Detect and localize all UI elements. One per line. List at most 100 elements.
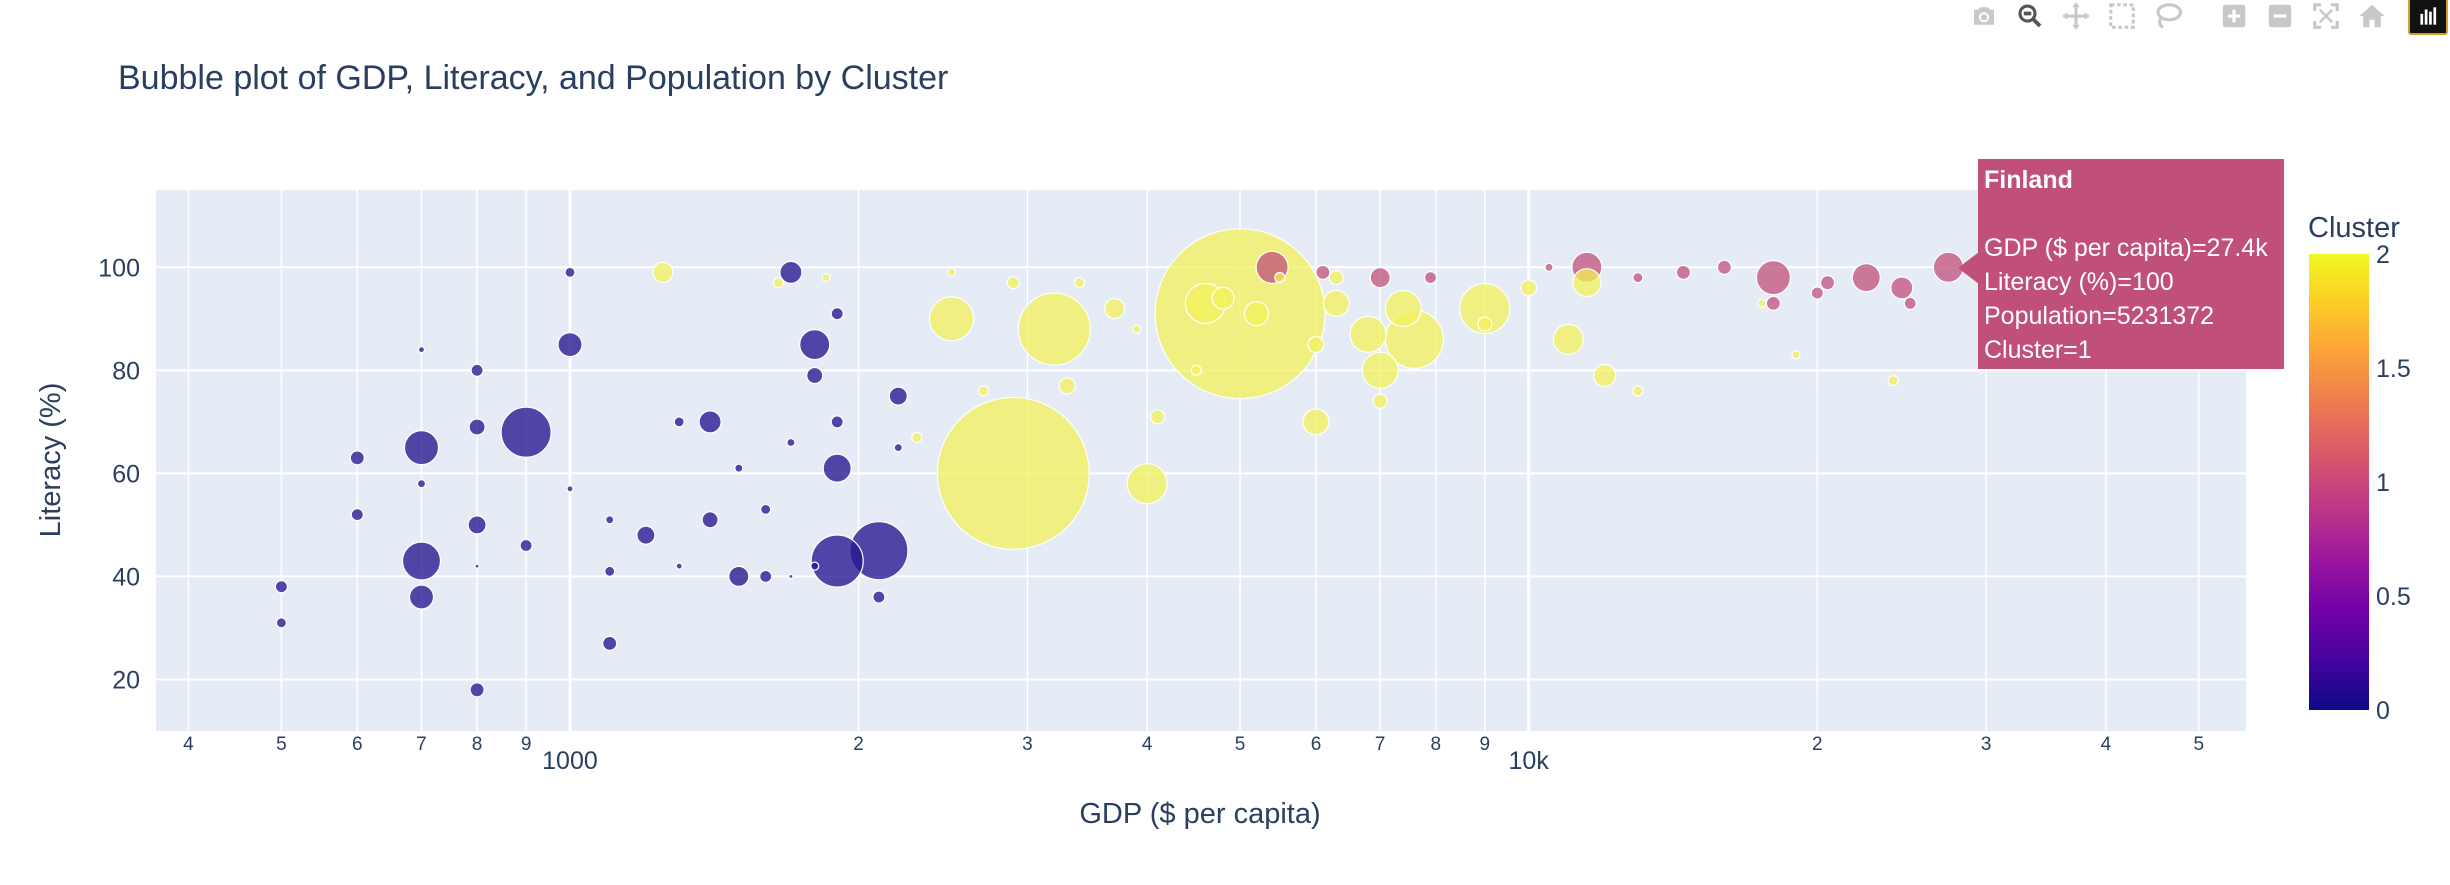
bubble-point[interactable]	[1384, 289, 1422, 328]
bubble-point[interactable]	[1211, 286, 1235, 310]
bubble-point[interactable]	[1890, 276, 1914, 300]
bubble-point[interactable]	[936, 396, 1090, 550]
bubble-point[interactable]	[1544, 262, 1554, 272]
bubble-point[interactable]	[1887, 375, 1899, 387]
bubble-point[interactable]	[1572, 268, 1602, 298]
bubble-point[interactable]	[734, 463, 744, 473]
zoom-in-icon[interactable]	[2214, 0, 2254, 32]
bubble-point[interactable]	[403, 430, 440, 466]
box-select-icon[interactable]	[2102, 0, 2142, 32]
bubble-point[interactable]	[350, 507, 364, 522]
bubble-point[interactable]	[830, 415, 844, 429]
bubble-point[interactable]	[1190, 364, 1202, 376]
bubble-point[interactable]	[759, 569, 773, 584]
bubble-point[interactable]	[1361, 351, 1399, 389]
bubble-point[interactable]	[1819, 275, 1836, 291]
bubble-point[interactable]	[772, 277, 785, 289]
bubble-point[interactable]	[893, 443, 903, 453]
bubble-point[interactable]	[786, 437, 796, 448]
bubble-point[interactable]	[1632, 272, 1644, 284]
camera-icon[interactable]	[1964, 0, 2004, 32]
bubble-point[interactable]	[557, 332, 583, 358]
bubble-point[interactable]	[977, 385, 990, 397]
bubble-point[interactable]	[1632, 385, 1644, 397]
bubble-point[interactable]	[408, 584, 435, 610]
bubble-point[interactable]	[1349, 315, 1387, 353]
bubble-point[interactable]	[779, 260, 803, 284]
zoom-out-icon[interactable]	[2260, 0, 2300, 32]
bubble-point[interactable]	[1520, 279, 1538, 297]
bubble-point[interactable]	[566, 485, 574, 493]
bubble-point[interactable]	[822, 453, 852, 483]
bubble-point[interactable]	[806, 366, 824, 385]
bubble-point[interactable]	[1058, 377, 1076, 395]
bubble-point[interactable]	[911, 431, 923, 443]
bubbles[interactable]	[274, 228, 1965, 698]
bubble-point[interactable]	[928, 296, 975, 342]
bubble-point[interactable]	[417, 346, 426, 354]
bubble-point[interactable]	[275, 617, 287, 629]
bubble-point[interactable]	[500, 406, 552, 458]
bubble-point[interactable]	[564, 266, 576, 278]
bubble-point[interactable]	[1006, 276, 1020, 290]
bubble-point[interactable]	[602, 635, 618, 652]
bubble-point[interactable]	[416, 479, 427, 489]
bubble-point[interactable]	[468, 418, 486, 436]
bubble-point[interactable]	[605, 515, 615, 525]
bubble-point[interactable]	[673, 416, 685, 428]
bubble-point[interactable]	[1791, 350, 1801, 360]
bubble-point[interactable]	[1328, 270, 1344, 286]
bubble-point[interactable]	[1104, 297, 1126, 320]
zoom-icon[interactable]	[2010, 0, 2050, 32]
bubble-point[interactable]	[1369, 267, 1391, 289]
bubble-point[interactable]	[1477, 316, 1493, 332]
bubble-point[interactable]	[888, 386, 908, 406]
bubble-point[interactable]	[1903, 296, 1917, 310]
pan-icon[interactable]	[2056, 0, 2096, 32]
bubble-point[interactable]	[1307, 336, 1325, 354]
bubble-point[interactable]	[274, 580, 288, 594]
bubble-point[interactable]	[830, 307, 844, 321]
bubble-point[interactable]	[675, 562, 683, 570]
bubble-point[interactable]	[401, 541, 442, 581]
autoscale-icon[interactable]	[2306, 0, 2346, 32]
bubble-point[interactable]	[760, 503, 772, 515]
bubble-point[interactable]	[701, 511, 719, 529]
bubble-point[interactable]	[698, 410, 722, 434]
bubble-point[interactable]	[1154, 228, 1326, 400]
bubble-point[interactable]	[1765, 295, 1782, 311]
bubble-point[interactable]	[810, 561, 820, 571]
bubble-point[interactable]	[1073, 277, 1086, 289]
bubble-point[interactable]	[1851, 263, 1881, 293]
bubble-point[interactable]	[1322, 289, 1350, 317]
bubble-point[interactable]	[1423, 271, 1438, 285]
bubble-point[interactable]	[1302, 408, 1330, 436]
bubble-point[interactable]	[1243, 301, 1270, 327]
bubble-point[interactable]	[1755, 260, 1792, 296]
home-icon[interactable]	[2352, 0, 2392, 32]
bubble-point[interactable]	[349, 450, 365, 466]
bubble-point[interactable]	[1017, 292, 1091, 366]
bubble-point[interactable]	[469, 682, 485, 698]
bubble-point[interactable]	[788, 573, 794, 580]
bubble-point[interactable]	[799, 329, 831, 361]
bubble-point[interactable]	[1757, 298, 1767, 308]
bubble-point[interactable]	[1274, 272, 1286, 284]
bubble-point[interactable]	[946, 267, 957, 277]
bubble-point[interactable]	[821, 273, 831, 283]
bubble-point[interactable]	[1716, 259, 1733, 275]
bubble-point[interactable]	[636, 525, 656, 545]
bubble-point[interactable]	[474, 563, 480, 569]
bubble-point[interactable]	[470, 363, 484, 377]
bubble-point[interactable]	[1810, 286, 1824, 300]
bubble-point[interactable]	[1675, 264, 1692, 280]
bubble-point[interactable]	[1131, 324, 1142, 334]
bubble-point[interactable]	[872, 590, 886, 604]
bubble-point[interactable]	[1315, 264, 1331, 280]
bubble-point[interactable]	[1592, 363, 1617, 388]
bubble-point[interactable]	[728, 565, 750, 588]
bubble-point[interactable]	[1149, 409, 1166, 425]
bubble-point[interactable]	[519, 538, 533, 553]
bubble-point[interactable]	[652, 261, 674, 283]
bubble-point[interactable]	[1552, 323, 1585, 355]
